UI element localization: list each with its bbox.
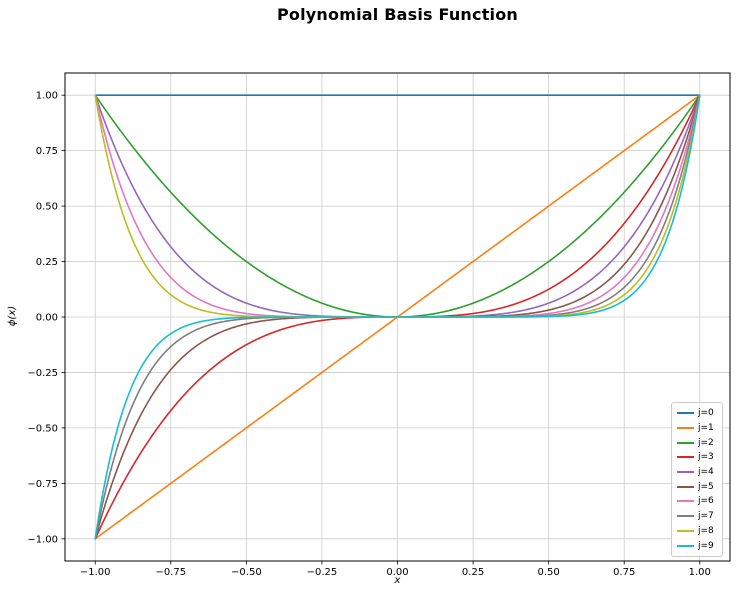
x-tick-label: 0.50 xyxy=(538,567,560,578)
legend-swatch-line xyxy=(677,500,694,503)
legend-label: j=9 xyxy=(698,540,714,551)
y-tick-label: −1.00 xyxy=(27,534,58,545)
legend-swatch-line xyxy=(677,441,694,444)
x-tick-label: 0.25 xyxy=(462,567,484,578)
legend-swatch-line xyxy=(677,529,694,532)
legend-label: j=4 xyxy=(698,467,714,478)
y-tick-label: −0.25 xyxy=(27,368,58,379)
legend-swatch-line xyxy=(677,456,694,459)
y-tick-label: 0.25 xyxy=(36,257,58,268)
legend-swatch-line xyxy=(677,515,694,518)
legend-item: j=7 xyxy=(677,509,718,524)
legend-label: j=7 xyxy=(698,511,714,522)
x-tick-label: 1.00 xyxy=(689,567,711,578)
y-tick-label: −0.50 xyxy=(27,423,58,434)
y-tick-label: 0.50 xyxy=(36,202,58,213)
y-tick-label: 0.75 xyxy=(36,146,58,157)
legend-item: j=4 xyxy=(677,465,718,480)
tick-marks xyxy=(61,94,701,565)
y-tick-label: 0.00 xyxy=(36,313,58,324)
x-tick-label: −0.25 xyxy=(307,567,338,578)
x-tick-label: 0.00 xyxy=(386,567,408,578)
legend-label: j=6 xyxy=(698,496,714,507)
x-tick-label: 0.75 xyxy=(613,567,635,578)
legend-item: j=1 xyxy=(677,421,718,436)
legend-item: j=8 xyxy=(677,524,718,539)
legend-label: j=8 xyxy=(698,525,714,536)
tick-labels: −1.00 −0.75 −0.50 −0.25 0.00 0.25 0.50 0.75 1.00… xyxy=(27,91,711,578)
curves xyxy=(94,94,701,540)
legend-swatch-line xyxy=(677,427,694,430)
legend-label: j=2 xyxy=(698,437,714,448)
legend-box: j=0 j=1 j=2 j=3 j=4 j=5 j=6 j=7 j=8 j=9 xyxy=(671,402,723,557)
legend-item: j=3 xyxy=(677,450,718,465)
legend-label: j=3 xyxy=(698,452,714,463)
legend-swatch-line xyxy=(677,412,694,415)
y-axis-label: ϕ(x) xyxy=(7,305,18,327)
legend-label: j=1 xyxy=(698,423,714,434)
x-tick-label: −1.00 xyxy=(80,567,111,578)
legend-item: j=0 xyxy=(677,406,718,421)
legend-item: j=6 xyxy=(677,494,718,509)
legend-swatch-line xyxy=(677,544,694,547)
legend-swatch-line xyxy=(677,471,694,474)
curve-j9 xyxy=(94,94,701,540)
y-tick-label: 1.00 xyxy=(36,91,58,102)
legend-swatch-line xyxy=(677,485,694,488)
y-tick-label: −0.75 xyxy=(27,479,58,490)
x-tick-label: −0.75 xyxy=(155,567,186,578)
chart-title: Polynomial Basis Function xyxy=(276,5,519,24)
legend-item: j=9 xyxy=(677,538,718,553)
legend-item: j=5 xyxy=(677,479,718,494)
legend-label: j=0 xyxy=(698,408,714,419)
legend-item: j=2 xyxy=(677,435,718,450)
x-tick-label: −0.50 xyxy=(231,567,262,578)
x-axis-label: x xyxy=(394,575,401,586)
legend-label: j=5 xyxy=(698,481,714,492)
